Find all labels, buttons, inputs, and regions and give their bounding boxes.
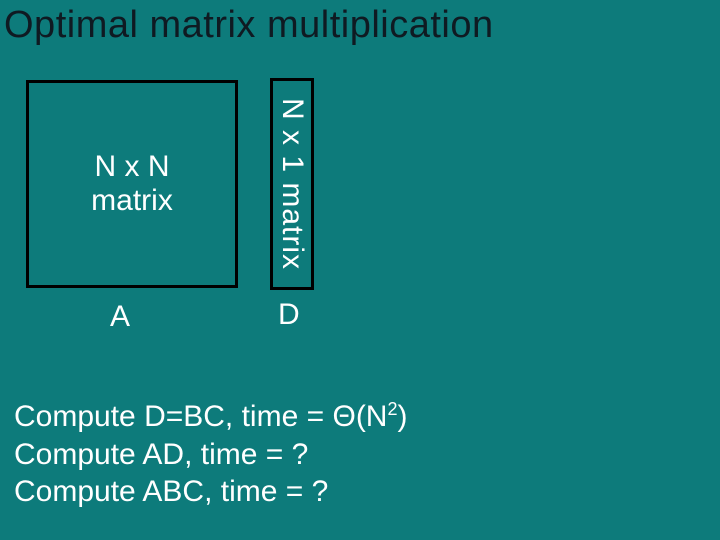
theta-symbol: Θ xyxy=(332,400,355,433)
slide-title: Optimal matrix multiplication xyxy=(4,4,494,47)
formula-line-1: Compute D=BC, time = Θ(N2) xyxy=(14,398,407,436)
matrix-a-label-line2: matrix xyxy=(91,184,173,218)
formula-block: Compute D=BC, time = Θ(N2) Compute AD, t… xyxy=(14,398,407,511)
matrix-a-label-line1: N x N xyxy=(95,150,170,184)
matrix-d-box: N x 1 matrix xyxy=(270,78,314,290)
formula-line1-base: (N xyxy=(356,400,388,433)
matrix-a-box: N x N matrix xyxy=(26,80,238,288)
formula-line1-prefix: Compute D=BC, time = xyxy=(14,400,332,433)
matrix-d-below-label: D xyxy=(278,298,300,332)
formula-line-3: Compute ABC, time = ? xyxy=(14,473,407,511)
matrix-a-below-label: A xyxy=(110,300,130,334)
matrix-d-vertical-label: N x 1 matrix xyxy=(275,98,309,270)
formula-line1-suffix: ) xyxy=(397,400,407,433)
formula-line1-exponent: 2 xyxy=(387,399,397,419)
formula-line-2: Compute AD, time = ? xyxy=(14,436,407,474)
